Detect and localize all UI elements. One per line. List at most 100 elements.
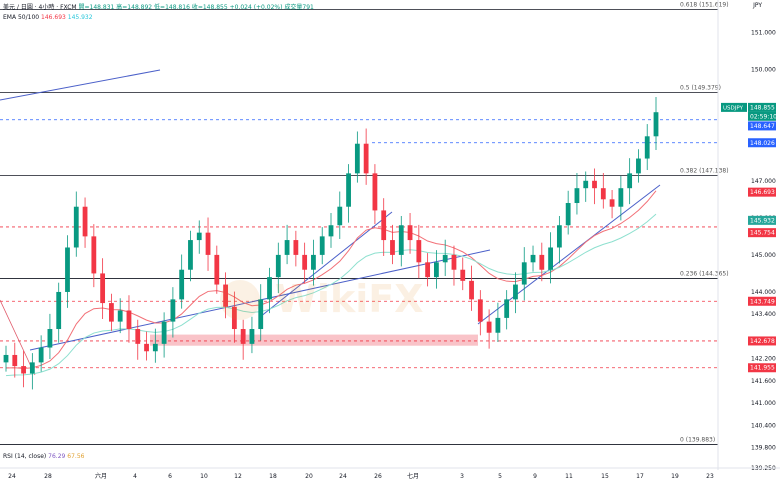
candle-body <box>100 273 106 304</box>
demand-zone-layer <box>150 334 478 346</box>
price-tags: USDJPY 148.855 02:59:10 148.647 148.026 146.6… <box>721 102 777 373</box>
candle-body <box>311 254 316 270</box>
candle-body <box>205 232 211 255</box>
time-tick-label: 六月 <box>95 472 107 480</box>
price-tag-bg <box>748 121 776 131</box>
candle-body <box>460 269 466 281</box>
candle-body <box>354 143 360 174</box>
price-tick-label: 143.400 <box>751 311 776 318</box>
price-tag-bg <box>748 296 776 306</box>
candle-body <box>644 136 650 159</box>
price-tag-bg <box>748 363 776 373</box>
ema-legend[interactable]: EMA 50/100 146.693 145.932 <box>3 13 93 22</box>
price-tag-value: 148.855 <box>750 104 775 111</box>
candle-body <box>442 254 448 263</box>
price-tick-label: 145.000 <box>751 252 776 259</box>
candle-body <box>293 240 299 255</box>
currency-label: JPY <box>753 2 762 9</box>
time-tick-label: 24 <box>8 473 16 480</box>
candle-body <box>583 180 589 189</box>
candle-body <box>135 329 141 344</box>
candle-body <box>56 291 62 330</box>
price-tick-label: 142.200 <box>751 356 776 363</box>
time-tick-label: 28 <box>44 473 52 480</box>
rsi-label: RSI (14, close) <box>3 453 47 460</box>
candle-body <box>188 240 193 270</box>
time-tick-label: 4 <box>133 473 137 480</box>
candle-body <box>267 277 272 300</box>
candle-body <box>539 254 545 270</box>
svg-text:WikiFX: WikiFX <box>275 277 424 321</box>
candle-body <box>504 299 510 318</box>
price-tag-bg <box>748 336 776 346</box>
candle-body <box>231 306 237 330</box>
price-tick-label: 151.000 <box>751 30 776 37</box>
candle-body <box>337 206 343 226</box>
candle-body <box>328 225 334 237</box>
time-tick-label: 15 <box>601 473 609 480</box>
fib-label-0.382: 0.382 (147.138) <box>680 168 729 175</box>
candle-body <box>47 329 53 348</box>
candle-body <box>451 254 457 270</box>
volume-value: 成交量791 <box>284 4 314 11</box>
time-tick-label: 3 <box>460 473 464 480</box>
price-tag-bg <box>748 187 776 197</box>
high-value: 高=148.892 <box>116 4 153 11</box>
ema50-line <box>5 190 657 369</box>
symbol-tag-label: USDJPY <box>723 105 744 111</box>
ema50-value: 146.693 <box>41 14 66 21</box>
candle-body <box>407 225 413 241</box>
price-tag-value: 148.026 <box>750 140 775 147</box>
candle-body <box>240 329 246 344</box>
time-tick-label: 26 <box>374 473 382 480</box>
candle-body <box>161 321 167 344</box>
candle-body <box>29 362 35 374</box>
candle-body <box>196 232 202 241</box>
candle-body <box>434 262 439 278</box>
candle-body <box>152 343 158 352</box>
candle-body <box>495 317 501 333</box>
dashed-price-levels <box>0 119 718 369</box>
candle-body <box>249 329 255 344</box>
change-value: +0.024 (+0.02%) <box>229 4 283 11</box>
candle-body <box>126 310 132 330</box>
time-tick-label: 18 <box>269 473 277 480</box>
rsi-ma-value: 67.56 <box>67 453 85 460</box>
open-value: 開=148.831 <box>78 4 115 11</box>
ema100-value: 145.932 <box>67 14 93 21</box>
price-tag-bg <box>748 228 776 238</box>
time-tick-label: 七月 <box>407 472 419 480</box>
fib-label-0: 0 (139.883) <box>680 437 715 444</box>
candle-body <box>416 240 422 263</box>
time-tick-label: 19 <box>671 473 679 480</box>
price-tag-bg <box>748 102 776 112</box>
candle-body <box>486 321 492 333</box>
candle-body <box>574 188 580 204</box>
ema100-line <box>5 213 657 377</box>
price-tag-bg <box>748 215 776 225</box>
fib-label-0.5: 0.5 (149.379) <box>680 85 721 92</box>
candle-body <box>319 236 325 255</box>
candle-body <box>477 299 483 322</box>
price-tag-bg <box>748 111 776 121</box>
candle-body <box>179 269 185 300</box>
candle-body <box>636 158 641 174</box>
rsi-value: 76.29 <box>48 453 66 460</box>
time-tick-label: 20 <box>305 473 313 480</box>
price-tick-label: 141.600 <box>751 378 776 385</box>
candle-body <box>592 180 597 189</box>
close-value: 收=148.855 <box>191 4 228 11</box>
time-tick-label: 9 <box>533 473 537 480</box>
header-ohlc: 美元 / 日圓 · 4小時 · FXCM 開=148.831 高=148.892… <box>3 3 314 12</box>
fib-label-0.236: 0.236 (144.365) <box>680 270 729 277</box>
candle-body <box>258 299 264 330</box>
candle-body <box>117 310 123 322</box>
fibonacci-levels: 0.618 (151.619) 0.5 (149.379) 0.382 (147.1… <box>0 2 729 445</box>
price-tick-label: 147.000 <box>751 178 776 185</box>
time-tick-label: 12 <box>234 473 242 480</box>
price-tag-value: 146.693 <box>750 189 775 196</box>
low-value: 低=148.816 <box>154 4 190 11</box>
rsi-legend[interactable]: RSI (14, close) 76.29 67.56 <box>3 452 84 461</box>
candle-body <box>398 225 404 255</box>
